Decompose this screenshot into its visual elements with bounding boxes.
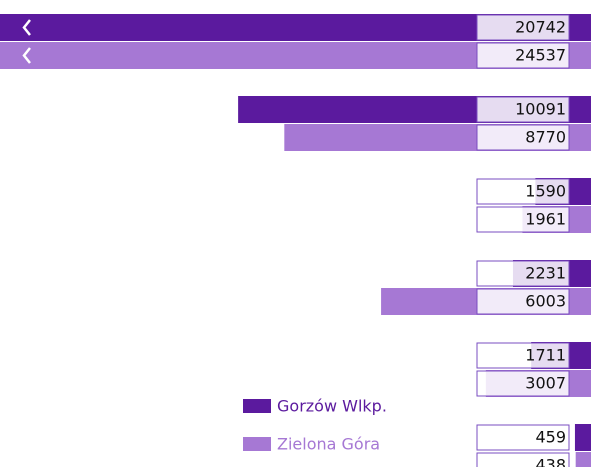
value-label: 20742	[515, 18, 566, 37]
value-label-box	[476, 178, 570, 205]
legend-label: Zielona Góra	[277, 435, 380, 454]
value-label: 24537	[515, 46, 566, 65]
value-label: 1961	[525, 210, 566, 229]
value-label-box	[476, 342, 570, 369]
value-label-box	[476, 14, 570, 41]
value-label-box	[476, 424, 570, 451]
overflow-arrow	[22, 47, 31, 64]
value-label: 1711	[525, 346, 566, 365]
value-label-box	[476, 206, 570, 233]
value-label-box	[476, 42, 570, 69]
value-label: 2231	[525, 264, 566, 283]
value-label-box	[476, 260, 570, 287]
value-label: 1590	[525, 182, 566, 201]
legend-swatch	[243, 437, 271, 451]
value-label: 10091	[515, 100, 566, 119]
legend-swatch	[243, 399, 271, 413]
bar	[574, 424, 591, 451]
value-label: 6003	[525, 292, 566, 311]
bar	[575, 452, 591, 467]
value-label: 438	[535, 456, 566, 467]
value-label: 459	[535, 428, 566, 447]
value-label-box	[476, 96, 570, 123]
value-label-box	[476, 288, 570, 315]
value-label-box	[476, 124, 570, 151]
legend-label: Gorzów Wlkp.	[277, 397, 387, 416]
overflow-arrow	[22, 19, 31, 36]
value-label: 3007	[525, 374, 566, 393]
value-label-box	[476, 370, 570, 397]
value-label: 8770	[525, 128, 566, 147]
value-label-box	[476, 452, 570, 467]
